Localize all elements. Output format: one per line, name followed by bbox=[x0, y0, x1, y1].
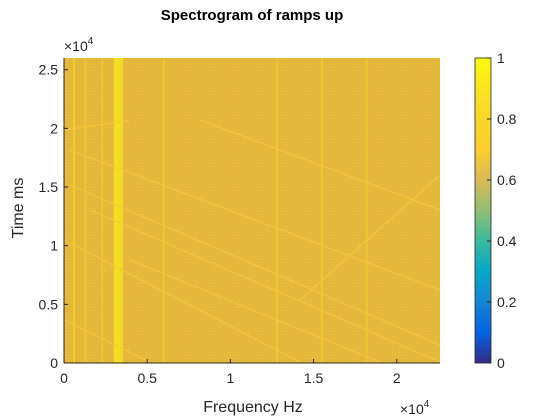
y-tick-label: 1 bbox=[50, 238, 58, 254]
ramp-trace bbox=[89, 209, 441, 363]
ramp-trace bbox=[63, 239, 301, 363]
ramp-traces bbox=[63, 119, 441, 363]
colorbar-tick-label: 0.8 bbox=[497, 111, 517, 127]
y-axis-label: Time ms bbox=[10, 178, 27, 239]
ramp-trace bbox=[63, 319, 151, 363]
colorbar-tick-label: 0 bbox=[497, 355, 505, 371]
band-3 bbox=[113, 58, 119, 363]
y-ticks: 0 0.5 1 1.5 2 2.5 bbox=[39, 62, 68, 371]
ramp-trace bbox=[69, 184, 441, 346]
band-1 bbox=[84, 58, 87, 363]
band-2 bbox=[101, 58, 104, 363]
x-tick-label: 1 bbox=[226, 370, 234, 386]
colorbar: 0 0.2 0.4 0.6 0.8 1 bbox=[474, 50, 517, 371]
x-axis: 0 0.5 1 1.5 2 Frequency Hz ×104 bbox=[60, 359, 440, 417]
colorbar-tick-label: 0.4 bbox=[497, 233, 517, 249]
band-0 bbox=[72, 58, 75, 363]
heatmap-background bbox=[64, 58, 440, 363]
x-exponent-base: ×10 bbox=[400, 401, 424, 417]
colorbar-tick-label: 1 bbox=[497, 50, 505, 66]
band-4 bbox=[118, 58, 124, 363]
x-axis-label: Frequency Hz bbox=[203, 399, 303, 416]
band-8 bbox=[365, 58, 368, 363]
colorbar-ticks: 0 0.2 0.4 0.6 0.8 1 bbox=[487, 50, 517, 371]
x-exponent-power: 4 bbox=[424, 399, 430, 410]
y-exponent-base: ×10 bbox=[64, 38, 88, 54]
y-tick-label: 0.5 bbox=[39, 296, 59, 312]
colorbar-tick-label: 0.6 bbox=[497, 172, 517, 188]
band-7 bbox=[320, 58, 323, 363]
chart-title: Spectrogram of ramps up bbox=[161, 7, 344, 24]
plot-area bbox=[63, 58, 441, 363]
band-6 bbox=[275, 58, 278, 363]
band-5 bbox=[162, 58, 165, 363]
ramp-trace bbox=[199, 119, 441, 211]
y-axis-exponent: ×104 bbox=[64, 36, 94, 54]
colorbar-gradient bbox=[474, 57, 492, 364]
x-axis-exponent: ×104 bbox=[400, 399, 430, 417]
y-tick-label: 1.5 bbox=[39, 179, 59, 195]
y-axis: 0 0.5 1 1.5 2 2.5 Time ms ×104 bbox=[10, 36, 94, 371]
ramp-trace bbox=[129, 259, 381, 363]
x-tick-label: 1.5 bbox=[304, 370, 324, 386]
x-ticks: 0 0.5 1 1.5 2 bbox=[60, 359, 401, 386]
ramp-trace bbox=[69, 149, 441, 291]
y-tick-label: 2.5 bbox=[39, 62, 59, 78]
x-tick-label: 2 bbox=[393, 370, 401, 386]
x-tick-label: 0.5 bbox=[137, 370, 157, 386]
ramp-trace bbox=[63, 119, 131, 131]
colorbar-tick-label: 0.2 bbox=[497, 294, 517, 310]
ramp-trace bbox=[299, 174, 441, 301]
x-tick-label: 0 bbox=[60, 370, 68, 386]
frequency-bands bbox=[72, 58, 368, 363]
y-tick-label: 0 bbox=[50, 355, 58, 371]
y-exponent-power: 4 bbox=[88, 36, 94, 47]
y-tick-label: 2 bbox=[50, 120, 58, 136]
